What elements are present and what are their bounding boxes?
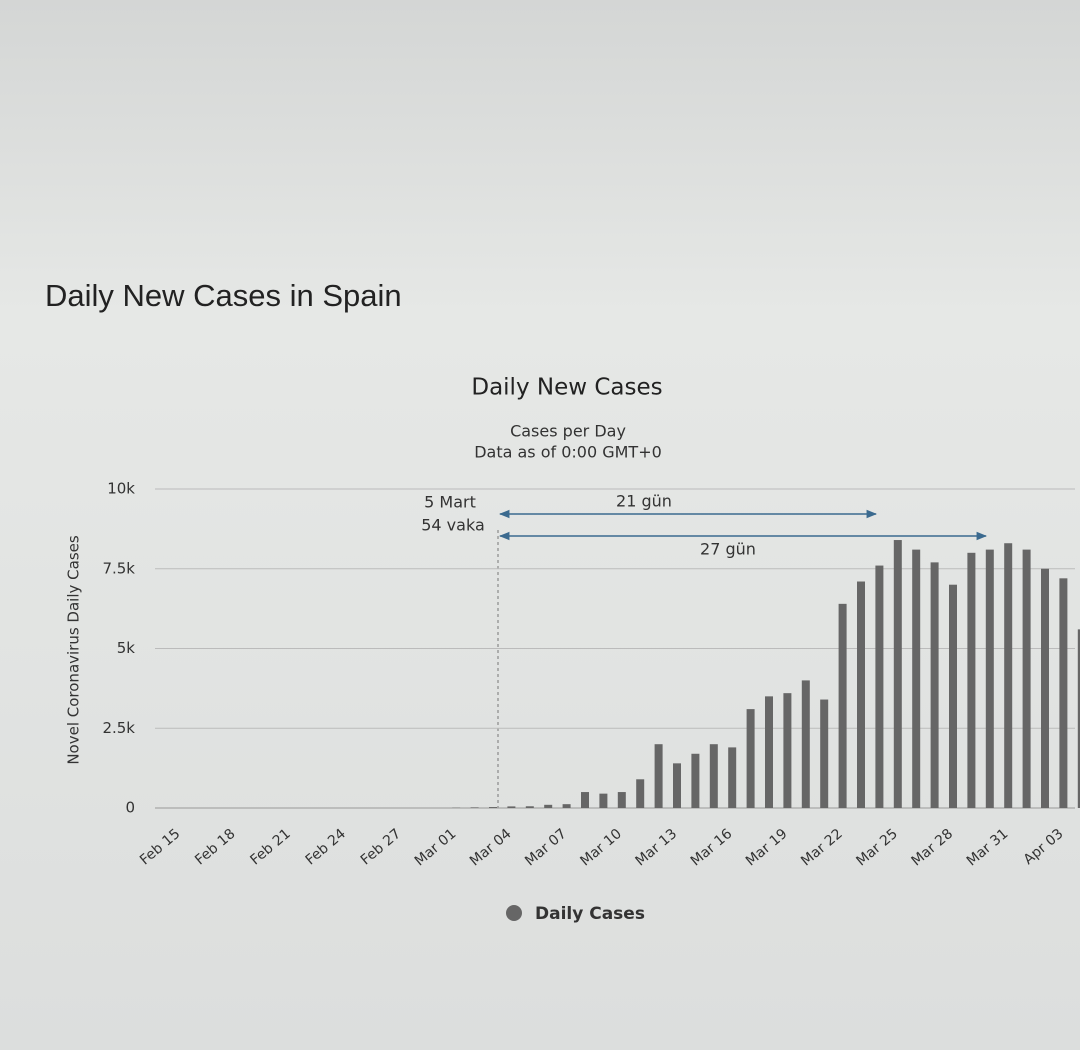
chart-title: Daily New Cases (471, 375, 662, 401)
bar (765, 696, 773, 808)
page-title: Daily New Cases in Spain (45, 278, 402, 313)
y-tick-label: 7.5k (102, 559, 135, 577)
bar (1041, 568, 1049, 808)
bar (875, 565, 884, 808)
chart-subtitle: Data as of 0:00 GMT+0 (474, 443, 662, 462)
bar (801, 680, 810, 808)
bar (581, 792, 589, 808)
bar (525, 806, 534, 808)
bar (949, 584, 957, 808)
bar (1004, 543, 1013, 808)
y-tick-label: 10k (107, 480, 135, 498)
bar (838, 603, 847, 808)
chart-subtitle: Cases per Day (510, 422, 626, 441)
bar (1077, 629, 1080, 808)
annotation: 21 gün (616, 492, 672, 511)
bar (985, 549, 994, 808)
y-axis-label: Novel Coronavirus Daily Cases (65, 535, 83, 765)
bar (746, 709, 755, 808)
bar (930, 562, 939, 808)
annotation: 27 gün (700, 540, 756, 559)
bar (673, 763, 681, 808)
legend-label: Daily Cases (535, 904, 645, 924)
annotation: 5 Mart (424, 493, 476, 512)
bar (967, 552, 976, 808)
bar (562, 804, 571, 808)
bar (820, 699, 829, 808)
bar (489, 807, 497, 808)
bar (1059, 578, 1068, 808)
y-tick-label: 2.5k (102, 719, 135, 737)
bar (599, 793, 608, 808)
bar (709, 744, 718, 808)
bar (912, 549, 921, 808)
y-tick-label: 5k (117, 639, 136, 657)
bar (857, 581, 865, 808)
bar (654, 744, 663, 808)
y-tick-label: 0 (125, 799, 135, 817)
bar (783, 693, 792, 808)
annotation: 54 vaka (421, 516, 485, 535)
bar (544, 804, 553, 808)
bar (507, 806, 516, 808)
bar (893, 540, 902, 808)
bar (691, 753, 700, 808)
bar (1022, 549, 1031, 808)
bar (617, 792, 626, 808)
bar (470, 807, 479, 808)
bar (636, 779, 645, 808)
bar (728, 747, 737, 808)
legend-marker (506, 905, 522, 921)
